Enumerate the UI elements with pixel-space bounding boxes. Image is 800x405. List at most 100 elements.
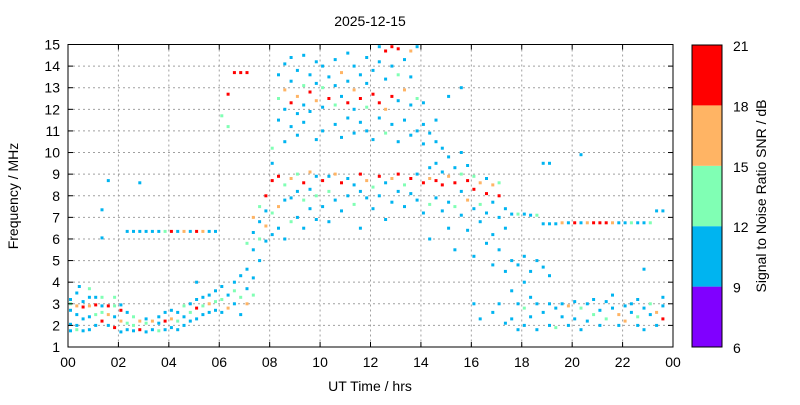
data-point [579, 306, 583, 310]
data-point [346, 101, 350, 105]
data-point [75, 313, 79, 317]
data-point [327, 189, 331, 193]
colorbar-frame [691, 44, 723, 348]
data-point [157, 329, 161, 333]
data-point [604, 221, 608, 225]
data-point [308, 187, 312, 191]
data-point [548, 161, 551, 165]
data-point [554, 306, 558, 310]
data-point [497, 248, 501, 252]
data-point [371, 207, 375, 211]
y-tick-label: 7 [52, 209, 60, 225]
data-point [81, 317, 85, 321]
data-point [321, 129, 325, 133]
data-point [87, 315, 91, 319]
data-point [611, 306, 614, 310]
data-point [289, 196, 293, 200]
data-point [434, 140, 438, 144]
colorbar-tick-label: 12 [733, 219, 749, 235]
data-point [459, 172, 463, 176]
data-point [106, 304, 110, 308]
data-point [295, 189, 299, 193]
data-point [81, 305, 85, 309]
data-point [541, 222, 545, 226]
data-point [415, 172, 419, 176]
data-point [232, 71, 236, 75]
x-tick-label: 22 [615, 354, 631, 370]
data-point [384, 131, 388, 135]
data-point [661, 209, 665, 213]
data-point [592, 298, 596, 301]
data-point [333, 103, 337, 107]
data-point [232, 289, 236, 293]
data-point [403, 88, 406, 92]
colorbar-label: Signal to Noise Ratio SNR / dB [753, 100, 769, 293]
data-point [144, 330, 148, 334]
data-point [239, 71, 243, 75]
data-point [245, 267, 249, 271]
data-point [346, 194, 350, 198]
data-point [340, 181, 343, 185]
data-point [119, 303, 123, 307]
data-point [409, 49, 413, 53]
data-point [516, 328, 520, 332]
data-point [75, 304, 79, 308]
data-point [447, 200, 451, 204]
data-point [340, 209, 343, 213]
data-point [497, 302, 501, 306]
data-point [346, 116, 350, 120]
data-point [207, 302, 211, 306]
data-point [289, 220, 293, 224]
data-point [428, 177, 432, 180]
data-point [182, 323, 186, 327]
data-point [132, 323, 135, 327]
data-point [390, 45, 394, 49]
data-point [390, 122, 394, 126]
y-tick-label: 14 [44, 58, 60, 74]
x-tick-label: 20 [564, 354, 580, 370]
data-point [302, 53, 306, 57]
data-point [396, 47, 400, 51]
data-point [125, 229, 129, 233]
data-point [535, 259, 539, 263]
data-point [176, 310, 180, 314]
data-point [371, 185, 375, 189]
data-point [384, 218, 388, 221]
data-point [258, 237, 262, 241]
data-point [81, 300, 85, 304]
data-point [522, 306, 526, 310]
data-point [352, 64, 356, 68]
x-tick-label: 00 [60, 354, 76, 370]
data-point [289, 101, 293, 105]
data-point [69, 308, 72, 312]
data-point [403, 183, 406, 187]
data-point [214, 229, 217, 233]
data-point [510, 289, 514, 293]
data-point [478, 317, 482, 321]
data-point [377, 60, 381, 64]
data-point [358, 73, 362, 77]
data-point [415, 198, 419, 202]
data-point [333, 58, 337, 62]
data-point [94, 313, 98, 317]
data-point [327, 174, 331, 178]
data-point [346, 51, 350, 55]
data-point [264, 239, 268, 243]
data-point [176, 229, 180, 233]
data-point [358, 97, 362, 100]
data-point [188, 319, 192, 323]
data-point [289, 56, 293, 59]
data-point [132, 315, 135, 319]
data-point [100, 310, 104, 314]
data-point [100, 319, 104, 323]
data-point [308, 170, 312, 174]
data-point [447, 226, 451, 230]
data-point [371, 68, 375, 72]
data-point [327, 75, 331, 79]
data-point [459, 213, 463, 217]
data-point [642, 306, 646, 310]
data-point [94, 303, 98, 307]
data-point [396, 73, 400, 77]
data-point [459, 189, 463, 193]
data-point [69, 322, 72, 326]
